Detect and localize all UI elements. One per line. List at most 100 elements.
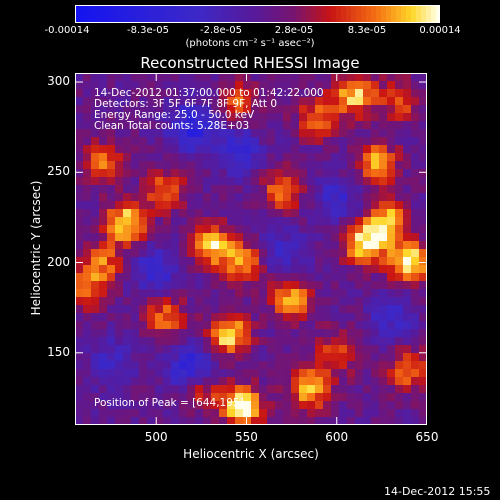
heatmap-cell [155,121,164,130]
heatmap-cell [419,113,427,122]
heatmap-cell [347,169,356,178]
heatmap-cell [379,385,388,394]
heatmap-cell [171,409,180,418]
heatmap-cell [283,81,292,90]
heatmap-cell [107,241,116,250]
heatmap-cell [147,369,156,378]
heatmap-cell [419,417,427,425]
heatmap-cell [171,113,180,122]
heatmap-cell [115,185,124,194]
heatmap-cell [395,193,404,202]
heatmap-cell [147,249,156,258]
heatmap-cell [99,225,108,234]
heatmap-cell [91,329,100,338]
heatmap-cell [323,377,332,386]
heatmap-cell [115,353,124,362]
heatmap-cell [227,249,236,258]
heatmap-cell [355,105,364,114]
heatmap-cell [395,281,404,290]
heatmap-cell [419,305,427,314]
heatmap-cell [387,313,396,322]
heatmap-cell [235,313,244,322]
heatmap-cell [355,185,364,194]
heatmap-cell [411,393,420,402]
heatmap-cell [219,273,228,282]
heatmap-cell [243,81,252,90]
heatmap-cell [323,329,332,338]
heatmap-cell [387,305,396,314]
heatmap-cell [251,145,260,154]
heatmap-cell [387,289,396,298]
heatmap-cell [307,393,316,402]
heatmap-cell [171,177,180,186]
heatmap-cell [163,241,172,250]
heatmap-cell [139,369,148,378]
heatmap-cell [379,401,388,410]
heatmap-cell [203,185,212,194]
heatmap-cell [275,73,284,82]
heatmap-cell [251,137,260,146]
heatmap-cell [99,209,108,218]
heatmap-cell [107,265,116,274]
heatmap-cell [123,321,132,330]
heatmap-cell [171,105,180,114]
heatmap-cell [243,257,252,266]
heatmap-cell [155,369,164,378]
heatmap-cell [299,393,308,402]
heatmap-cell [315,137,324,146]
heatmap-cell [91,169,100,178]
heatmap-cell [307,233,316,242]
heatmap-cell [331,225,340,234]
heatmap-cell [163,369,172,378]
heatmap-cell [147,265,156,274]
heatmap-cell [259,137,268,146]
heatmap-cell [211,169,220,178]
heatmap-cell [219,177,228,186]
heatmap-cell [395,369,404,378]
heatmap-cell [147,329,156,338]
heatmap-cell [251,257,260,266]
heatmap-cell [379,89,388,98]
heatmap-cell [147,409,156,418]
heatmap-cell [243,289,252,298]
heatmap-cell [283,193,292,202]
heatmap-cell [163,185,172,194]
heatmap-cell [299,409,308,418]
heatmap-cell [243,185,252,194]
heatmap-cell [379,137,388,146]
heatmap-cell [187,257,196,266]
heatmap-cell [347,417,356,425]
heatmap-cell [115,161,124,170]
heatmap-cell [75,145,84,154]
heatmap-cell [299,337,308,346]
heatmap-cell [355,297,364,306]
heatmap-cell [371,361,380,370]
heatmap-cell [99,329,108,338]
heatmap-cell [187,153,196,162]
heatmap-cell [195,369,204,378]
heatmap-cell [179,393,188,402]
heatmap-cell [379,265,388,274]
heatmap-cell [211,81,220,90]
heatmap-cell [107,137,116,146]
heatmap-cell [363,281,372,290]
heatmap-cell [307,273,316,282]
heatmap-cell [395,73,404,82]
heatmap-cell [195,361,204,370]
heatmap-cell [387,105,396,114]
heatmap-cell [371,169,380,178]
heatmap-cell [395,153,404,162]
heatmap-cell [203,73,212,82]
heatmap-cell [267,169,276,178]
heatmap-cell [387,329,396,338]
heatmap-cell [147,89,156,98]
heatmap-cell [211,233,220,242]
heatmap-cell [91,201,100,210]
heatmap-cell [243,97,252,106]
heatmap-cell [235,217,244,226]
heatmap-cell [307,417,316,425]
heatmap-cell [107,273,116,282]
heatmap-cell [259,217,268,226]
heatmap-cell [299,73,308,82]
heatmap-cell [227,401,236,410]
